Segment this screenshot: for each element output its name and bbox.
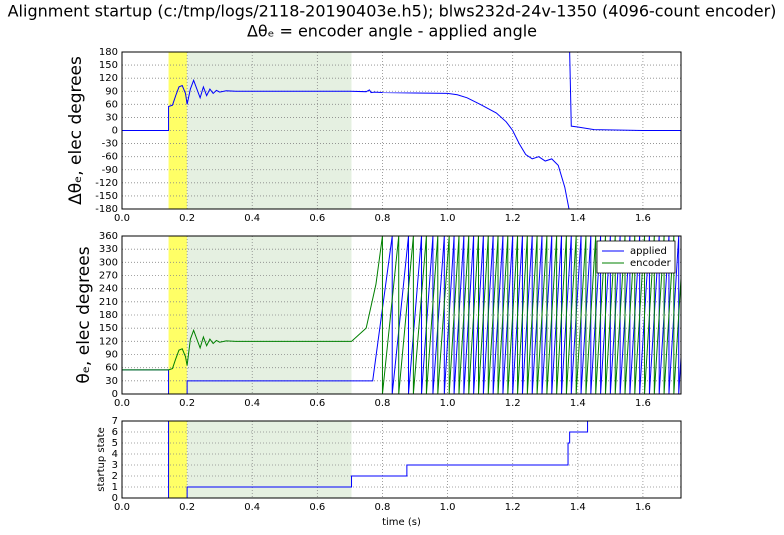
plot-frame <box>121 51 682 210</box>
x-tick-label: 1.0 <box>440 398 456 409</box>
y-tick-label: 30 <box>105 112 118 123</box>
x-tick-label: 1.4 <box>570 502 586 513</box>
y-tick-label: 90 <box>105 350 118 361</box>
y-tick-label: 5 <box>112 438 118 449</box>
x-tick-label: 0.4 <box>244 398 260 409</box>
x-tick-label: 0.8 <box>375 398 391 409</box>
x-tick-label: 1.2 <box>505 398 521 409</box>
x-tick-label: 0.6 <box>309 213 325 224</box>
x-tick-label: 0.2 <box>179 213 195 224</box>
y-tick-label: -30 <box>102 139 118 150</box>
legend-label: encoder <box>630 258 672 269</box>
y-tick-label: 150 <box>99 323 118 334</box>
shaded-span <box>187 421 352 498</box>
y-tick-label: 0 <box>112 126 118 137</box>
y-tick-label: 150 <box>99 60 118 71</box>
shaded-span <box>168 421 188 498</box>
x-tick-label: 1.4 <box>570 398 586 409</box>
y-tick-label: 6 <box>112 427 118 438</box>
x-tick-label: 1.2 <box>505 213 521 224</box>
shaded-span <box>168 52 188 209</box>
y-axis-label: startup state <box>96 427 107 492</box>
y-tick-label: 270 <box>99 271 118 282</box>
y-tick-label: 0 <box>112 389 118 400</box>
y-tick-label: 3 <box>112 460 118 471</box>
plot-frame <box>121 235 682 395</box>
x-tick-label: 0.2 <box>179 398 195 409</box>
y-tick-label: 360 <box>99 231 118 242</box>
x-tick-label: 0.4 <box>244 213 260 224</box>
y-tick-label: 120 <box>99 336 118 347</box>
x-tick-label: 1.6 <box>635 398 651 409</box>
x-tick-label: 1.0 <box>440 502 456 513</box>
x-tick-label: 0.6 <box>309 398 325 409</box>
x-tick-label: 1.6 <box>635 213 651 224</box>
y-tick-label: 60 <box>105 99 118 110</box>
legend-box <box>596 240 676 274</box>
y-tick-label: 2 <box>112 471 118 482</box>
x-tick-label: 0.8 <box>375 502 391 513</box>
y-axis-label: θₑ, elec degrees <box>74 246 94 383</box>
y-tick-label: 60 <box>105 363 118 374</box>
x-tick-label: 0.6 <box>309 502 325 513</box>
y-tick-label: 30 <box>105 376 118 387</box>
x-tick-label: 0.0 <box>114 213 130 224</box>
x-tick-label: 1.2 <box>505 502 521 513</box>
x-tick-label: 0.0 <box>114 398 130 409</box>
y-tick-label: 90 <box>105 86 118 97</box>
x-tick-label: 0.4 <box>244 502 260 513</box>
x-tick-label: 1.6 <box>635 502 651 513</box>
y-tick-label: -120 <box>95 178 118 189</box>
y-tick-label: 210 <box>99 297 118 308</box>
shaded-span <box>168 236 188 394</box>
y-tick-label: -90 <box>102 165 118 176</box>
y-tick-label: 330 <box>99 244 118 255</box>
x-tick-label: 1.4 <box>570 213 586 224</box>
data-line <box>122 235 682 395</box>
y-tick-label: 120 <box>99 73 118 84</box>
x-tick-label: 0.8 <box>375 213 391 224</box>
chart-subtitle: Δθₑ = encoder angle - applied angle <box>247 22 537 41</box>
x-tick-label: 0.0 <box>114 502 130 513</box>
y-tick-label: -150 <box>95 191 118 202</box>
y-tick-label: 180 <box>99 47 118 58</box>
legend-label: applied <box>630 246 667 257</box>
y-tick-label: 180 <box>99 310 118 321</box>
plot-frame <box>121 420 682 499</box>
x-axis-label: time (s) <box>382 517 421 528</box>
y-tick-label: 7 <box>112 416 118 427</box>
y-tick-label: 0 <box>112 493 118 504</box>
y-tick-label: -60 <box>102 152 118 163</box>
y-tick-label: 4 <box>112 449 118 460</box>
y-tick-label: 240 <box>99 284 118 295</box>
x-tick-label: 1.0 <box>440 213 456 224</box>
y-tick-label: 1 <box>112 482 118 493</box>
y-tick-label: -180 <box>95 204 118 215</box>
x-tick-label: 0.2 <box>179 502 195 513</box>
y-axis-label: Δθₑ, elec degrees <box>66 56 86 205</box>
data-line <box>122 51 681 210</box>
y-tick-label: 300 <box>99 257 118 268</box>
chart-title: Alignment startup (c:/tmp/logs/2118-2019… <box>8 2 777 21</box>
